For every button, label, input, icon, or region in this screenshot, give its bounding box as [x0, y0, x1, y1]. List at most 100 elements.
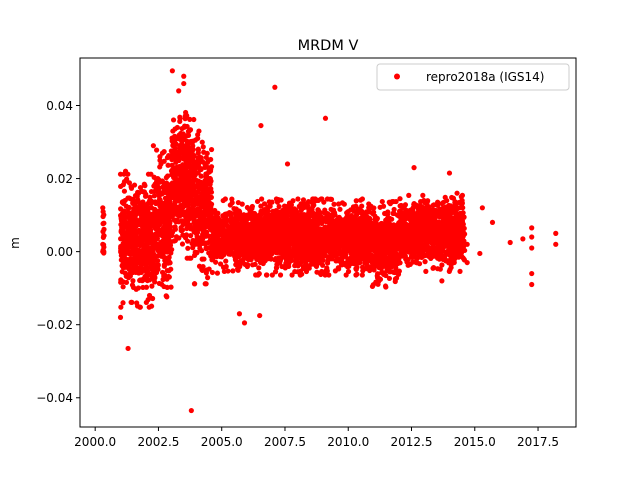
data-point — [154, 147, 160, 153]
data-point — [363, 266, 369, 272]
data-point — [309, 222, 316, 228]
data-point — [164, 294, 170, 300]
data-point — [256, 265, 262, 271]
data-point — [342, 217, 348, 223]
data-point — [323, 268, 329, 274]
data-point — [253, 250, 259, 257]
data-point — [233, 239, 239, 245]
data-point — [229, 196, 235, 202]
data-point — [375, 271, 381, 277]
data-point — [132, 209, 138, 216]
data-point — [130, 217, 137, 223]
data-point — [144, 249, 150, 255]
data-point — [315, 208, 321, 215]
data-point — [153, 216, 159, 222]
data-point — [244, 261, 251, 268]
data-point — [185, 128, 192, 134]
data-point — [139, 257, 145, 263]
data-point — [146, 230, 152, 236]
data-point — [152, 199, 158, 205]
data-point — [191, 153, 197, 159]
data-point — [273, 265, 280, 271]
data-point — [278, 197, 284, 203]
data-point — [382, 242, 388, 248]
data-point — [376, 245, 382, 251]
data-point — [206, 178, 213, 184]
data-point — [247, 246, 253, 252]
data-point — [122, 258, 128, 264]
data-point — [171, 185, 177, 191]
data-point — [384, 219, 390, 225]
data-point — [234, 248, 240, 255]
data-point — [152, 235, 158, 241]
data-point — [166, 273, 172, 280]
data-point — [208, 194, 214, 200]
data-point — [213, 259, 219, 265]
data-point — [193, 193, 199, 199]
data-point — [346, 237, 352, 243]
data-point — [193, 211, 199, 217]
data-point — [320, 257, 326, 264]
data-point — [235, 199, 241, 206]
data-point — [280, 241, 286, 247]
data-point — [319, 220, 325, 226]
data-point — [184, 146, 190, 152]
data-point — [175, 196, 181, 202]
data-point — [357, 209, 363, 215]
data-point — [201, 227, 207, 233]
data-point — [386, 275, 393, 282]
data-point — [186, 177, 192, 184]
data-point — [173, 166, 179, 173]
data-point — [161, 224, 167, 230]
data-point — [169, 135, 175, 141]
data-point — [392, 278, 398, 285]
data-point — [380, 237, 386, 243]
data-point — [387, 239, 393, 245]
data-point — [390, 269, 396, 275]
data-point — [249, 205, 255, 212]
data-point — [186, 255, 193, 261]
data-point — [387, 201, 393, 207]
data-point — [210, 250, 216, 257]
data-point — [263, 216, 269, 222]
data-point — [128, 185, 135, 191]
data-point — [353, 250, 360, 256]
data-point — [120, 182, 126, 188]
data-point — [198, 180, 204, 186]
data-point — [191, 116, 197, 123]
data-point — [391, 206, 397, 213]
data-point — [217, 237, 223, 243]
data-point — [223, 258, 229, 264]
data-point — [269, 244, 275, 250]
data-point — [191, 218, 197, 225]
data-point — [137, 304, 143, 310]
data-point — [165, 162, 171, 168]
data-point — [187, 116, 193, 122]
data-point — [121, 188, 128, 194]
data-point — [266, 203, 272, 210]
data-point — [214, 211, 220, 218]
data-point — [349, 244, 355, 251]
data-point — [150, 210, 157, 217]
data-point — [285, 261, 292, 267]
data-point — [119, 231, 126, 238]
data-point — [124, 273, 130, 279]
data-point — [237, 262, 243, 268]
data-point — [235, 211, 241, 217]
data-point — [201, 184, 207, 190]
data-point — [130, 278, 136, 284]
data-point — [284, 208, 290, 214]
y-axis-label: m — [8, 237, 22, 249]
data-point — [172, 209, 179, 215]
data-point — [170, 128, 176, 134]
data-point — [181, 136, 188, 142]
data-point — [318, 244, 324, 251]
data-point — [222, 211, 228, 217]
data-point — [226, 249, 233, 255]
data-point — [152, 240, 158, 246]
data-point — [175, 204, 182, 210]
data-point — [311, 229, 317, 235]
data-point — [168, 202, 174, 208]
data-point — [202, 281, 208, 287]
data-point — [385, 209, 391, 215]
